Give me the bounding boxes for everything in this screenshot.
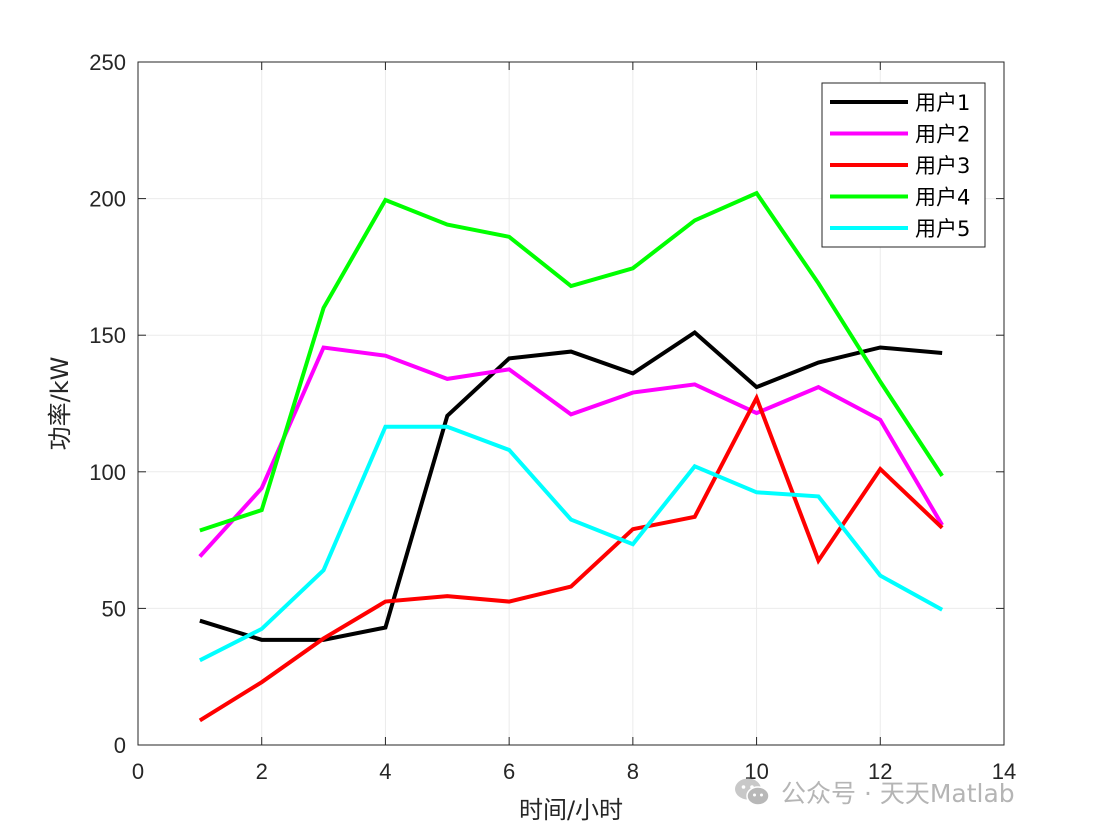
y-tick-label: 150 xyxy=(89,323,126,348)
x-tick-label: 12 xyxy=(868,759,892,784)
x-axis-label: 时间/小时 xyxy=(519,796,623,824)
series-line-4 xyxy=(199,190,944,533)
series-lines xyxy=(198,190,944,723)
series-line-5 xyxy=(198,424,944,663)
axes-box xyxy=(137,61,1005,746)
series-line-3 xyxy=(198,393,944,723)
x-tick-label: 0 xyxy=(132,759,144,784)
x-tick-label: 4 xyxy=(379,759,391,784)
x-tick-label: 14 xyxy=(992,759,1016,784)
y-axis-label: 功率/kW xyxy=(46,357,74,451)
watermark-text: 公众号 · 天天Matlab xyxy=(781,779,1015,808)
series-line-2 xyxy=(198,345,944,558)
legend-label-2: 用户2 xyxy=(915,123,970,147)
y-tick-label: 100 xyxy=(89,460,126,485)
y-tick-label: 0 xyxy=(114,733,126,758)
y-tick-label: 200 xyxy=(89,187,126,212)
wechat-icon xyxy=(735,778,770,806)
legend-label-4: 用户4 xyxy=(915,186,970,210)
legend-label-1: 用户1 xyxy=(915,91,970,115)
y-tick-label: 250 xyxy=(89,50,126,75)
legend-label-5: 用户5 xyxy=(915,217,970,241)
legend[interactable]: 用户1 用户2 用户3 用户4 用户5 xyxy=(821,82,986,248)
x-tick-label: 8 xyxy=(627,759,639,784)
y-tick-label: 50 xyxy=(102,596,126,621)
legend-label-3: 用户3 xyxy=(915,154,970,178)
x-tick-label: 2 xyxy=(256,759,268,784)
watermark: 公众号 · 天天Matlab xyxy=(733,774,1015,810)
x-tick-label: 6 xyxy=(503,759,515,784)
